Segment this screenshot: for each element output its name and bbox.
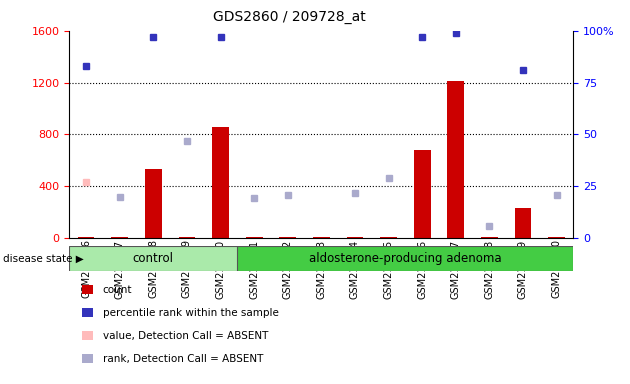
Bar <box>178 237 195 238</box>
Bar <box>515 208 531 238</box>
Text: value, Detection Call = ABSENT: value, Detection Call = ABSENT <box>103 331 268 341</box>
Bar <box>238 246 573 271</box>
Bar <box>69 246 238 271</box>
Text: count: count <box>103 285 132 295</box>
Bar <box>77 237 94 238</box>
Bar <box>212 127 229 238</box>
Text: GDS2860 / 209728_at: GDS2860 / 209728_at <box>214 10 366 23</box>
Text: disease state ▶: disease state ▶ <box>3 254 84 264</box>
Bar <box>380 237 397 238</box>
Bar <box>112 237 128 238</box>
Text: control: control <box>133 252 174 265</box>
Bar <box>313 237 329 238</box>
Bar <box>447 81 464 238</box>
Bar <box>414 150 430 238</box>
Bar <box>279 237 296 238</box>
Bar <box>145 169 162 238</box>
Text: percentile rank within the sample: percentile rank within the sample <box>103 308 278 318</box>
Bar <box>346 237 364 238</box>
Text: aldosterone-producing adenoma: aldosterone-producing adenoma <box>309 252 501 265</box>
Bar <box>481 237 498 238</box>
Text: rank, Detection Call = ABSENT: rank, Detection Call = ABSENT <box>103 354 263 364</box>
Bar <box>246 237 263 238</box>
Bar <box>548 237 565 238</box>
